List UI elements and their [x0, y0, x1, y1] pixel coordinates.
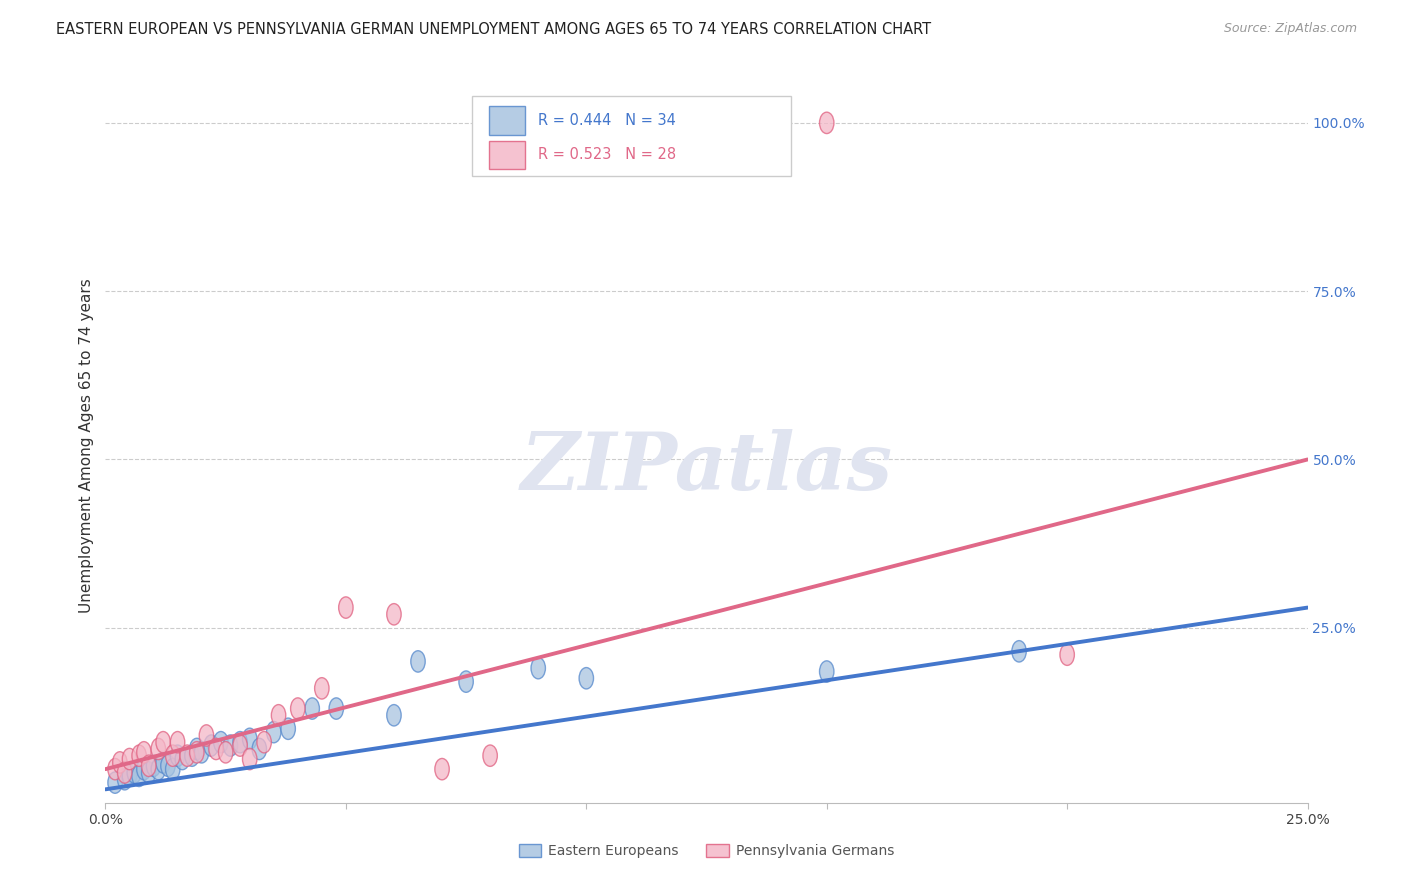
Ellipse shape [531, 657, 546, 679]
Y-axis label: Unemployment Among Ages 65 to 74 years: Unemployment Among Ages 65 to 74 years [79, 278, 94, 614]
Ellipse shape [218, 741, 233, 763]
Ellipse shape [204, 735, 218, 756]
Ellipse shape [112, 752, 127, 773]
Ellipse shape [156, 752, 170, 773]
Legend: Eastern Europeans, Pennsylvania Germans: Eastern Europeans, Pennsylvania Germans [513, 838, 900, 863]
Ellipse shape [458, 671, 474, 692]
Ellipse shape [242, 728, 257, 749]
Ellipse shape [142, 755, 156, 776]
Ellipse shape [257, 731, 271, 753]
Ellipse shape [190, 741, 204, 763]
Ellipse shape [150, 758, 166, 780]
Ellipse shape [136, 741, 150, 763]
Text: R = 0.523   N = 28: R = 0.523 N = 28 [538, 147, 676, 162]
Ellipse shape [150, 739, 166, 760]
Ellipse shape [387, 705, 401, 726]
Ellipse shape [233, 731, 247, 753]
Ellipse shape [267, 722, 281, 743]
Ellipse shape [118, 769, 132, 790]
Ellipse shape [194, 741, 209, 763]
Ellipse shape [339, 597, 353, 618]
Text: Source: ZipAtlas.com: Source: ZipAtlas.com [1223, 22, 1357, 36]
Ellipse shape [291, 698, 305, 719]
FancyBboxPatch shape [472, 96, 790, 177]
Ellipse shape [271, 705, 285, 726]
Ellipse shape [127, 762, 142, 783]
Text: EASTERN EUROPEAN VS PENNSYLVANIA GERMAN UNEMPLOYMENT AMONG AGES 65 TO 74 YEARS C: EASTERN EUROPEAN VS PENNSYLVANIA GERMAN … [56, 22, 931, 37]
Ellipse shape [136, 758, 150, 780]
Ellipse shape [122, 748, 136, 770]
Ellipse shape [200, 725, 214, 747]
Ellipse shape [176, 748, 190, 770]
Ellipse shape [579, 667, 593, 689]
Ellipse shape [166, 758, 180, 780]
Ellipse shape [184, 745, 200, 766]
Ellipse shape [411, 651, 425, 673]
Ellipse shape [166, 745, 180, 766]
Ellipse shape [156, 731, 170, 753]
Ellipse shape [132, 765, 146, 787]
Ellipse shape [108, 758, 122, 780]
Ellipse shape [233, 735, 247, 756]
Ellipse shape [820, 661, 834, 682]
Ellipse shape [170, 745, 184, 766]
Ellipse shape [329, 698, 343, 719]
Ellipse shape [305, 698, 319, 719]
FancyBboxPatch shape [489, 141, 524, 169]
Ellipse shape [142, 762, 156, 783]
Ellipse shape [209, 739, 224, 760]
Ellipse shape [118, 762, 132, 783]
Ellipse shape [281, 718, 295, 739]
Ellipse shape [132, 745, 146, 766]
Ellipse shape [190, 739, 204, 760]
Ellipse shape [434, 758, 450, 780]
Ellipse shape [160, 755, 176, 776]
Ellipse shape [387, 604, 401, 625]
Ellipse shape [122, 765, 136, 787]
Ellipse shape [180, 745, 194, 766]
Ellipse shape [1060, 644, 1074, 665]
Ellipse shape [146, 755, 160, 776]
Ellipse shape [242, 748, 257, 770]
Ellipse shape [482, 745, 498, 766]
Ellipse shape [108, 772, 122, 793]
Ellipse shape [214, 731, 228, 753]
Ellipse shape [170, 731, 184, 753]
Ellipse shape [252, 739, 267, 760]
Text: R = 0.444   N = 34: R = 0.444 N = 34 [538, 113, 676, 128]
Ellipse shape [315, 678, 329, 699]
Ellipse shape [1012, 640, 1026, 662]
Ellipse shape [820, 112, 834, 134]
Ellipse shape [224, 735, 238, 756]
Text: ZIPatlas: ZIPatlas [520, 429, 893, 506]
FancyBboxPatch shape [489, 106, 524, 135]
